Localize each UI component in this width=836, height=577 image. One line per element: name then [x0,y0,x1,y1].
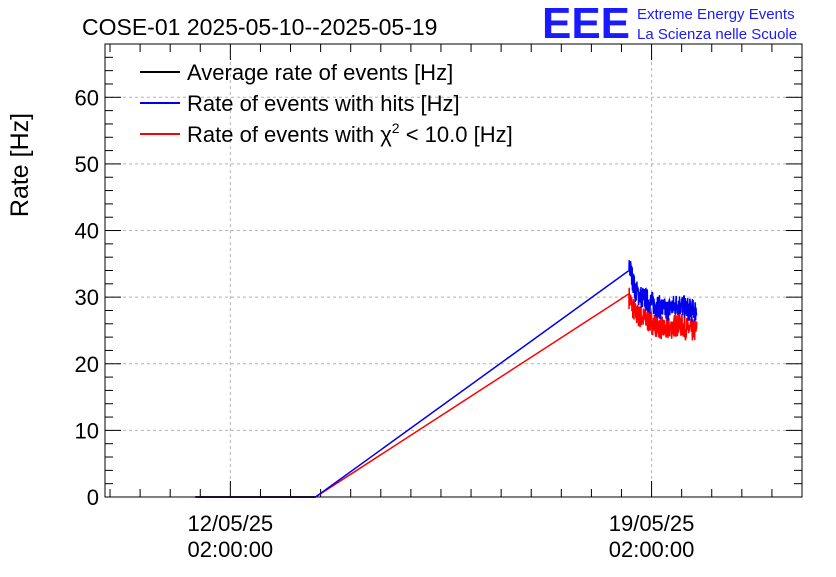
logo: EEE Extreme Energy Events La Scienza nel… [542,0,797,48]
x-tick-label-1-date: 19/05/25 [609,511,695,536]
legend-label-chi2-prefix: Rate of events with [187,122,380,147]
y-tick-label-6: 60 [75,85,99,110]
series-line-2 [195,287,698,498]
y-tick-label-4: 40 [75,219,99,244]
logo-line2: La Scienza nelle Scuole [637,26,797,43]
chart-title: COSE-01 2025-05-10--2025-05-19 [82,14,437,40]
y-tick-label-1: 10 [75,418,99,443]
legend: Average rate of events [Hz] Rate of even… [140,60,513,147]
legend-label-chi2-sup: 2 [392,120,400,136]
x-tick-label-0-time: 02:00:00 [188,537,274,562]
legend-label-chi2: Rate of events with χ2 < 10.0 [Hz] [187,120,513,147]
plot-area: 010203040506012/05/2502:00:0019/05/2502:… [75,43,803,562]
legend-label-average: Average rate of events [Hz] [187,60,453,85]
y-tick-label-0: 0 [87,485,99,510]
x-tick-label-1-time: 02:00:00 [609,537,695,562]
y-axis-label: Rate [Hz] [6,113,34,217]
legend-label-chi2-symbol: χ [380,122,392,147]
y-tick-label-2: 20 [75,352,99,377]
y-tick-label-3: 30 [75,285,99,310]
x-tick-label-0-date: 12/05/25 [188,511,274,536]
legend-label-chi2-suffix: < 10.0 [Hz] [400,122,513,147]
series-line-1 [195,260,698,498]
y-tick-label-5: 50 [75,152,99,177]
logo-mark: EEE [542,0,630,48]
logo-line1: Extreme Energy Events [637,6,795,23]
legend-label-hits: Rate of events with hits [Hz] [187,91,460,116]
